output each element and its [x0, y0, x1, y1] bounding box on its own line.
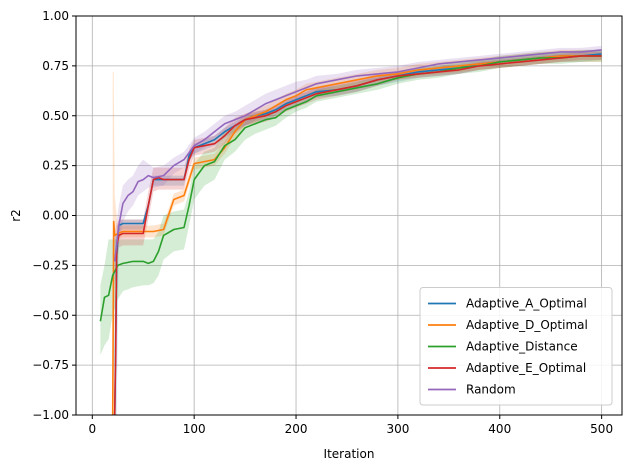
- series-line: [113, 49, 602, 262]
- y-tick-label: −0.25: [32, 258, 69, 272]
- x-tick-label: 300: [386, 422, 409, 436]
- y-axis: −1.00 −0.75 −0.50 −0.25 0.00 0.25 0.50 0.75 1.00: [32, 9, 76, 422]
- legend-label: Adaptive_A_Optimal: [466, 297, 587, 311]
- x-tick-label: 0: [88, 422, 96, 436]
- y-tick-label: 0.50: [42, 109, 69, 123]
- y-tick-label: −0.50: [32, 308, 69, 322]
- y-tick-label: 1.00: [42, 9, 69, 23]
- x-tick-label: 100: [183, 422, 206, 436]
- x-tick-label: 200: [285, 422, 308, 436]
- x-tick-label: 500: [590, 422, 613, 436]
- series-line: [113, 55, 602, 416]
- legend-label: Adaptive_D_Optimal: [466, 318, 588, 332]
- y-tick-label: −1.00: [32, 408, 69, 422]
- x-axis: 0 100 200 300 400 500: [88, 415, 613, 436]
- y-tick-label: −0.75: [32, 358, 69, 372]
- x-tick-label: 400: [488, 422, 511, 436]
- legend-label: Adaptive_Distance: [466, 340, 578, 354]
- legend-label: Random: [466, 383, 516, 397]
- y-tick-label: 0.25: [42, 159, 69, 173]
- legend-box: [419, 287, 613, 406]
- series-lines: [99, 49, 602, 416]
- series-line: [111, 55, 602, 416]
- legend-label: Adaptive_E_Optimal: [466, 361, 586, 375]
- legend: Adaptive_A_Optimal Adaptive_D_Optimal Adap…: [419, 287, 613, 406]
- y-tick-label: 0.75: [42, 59, 69, 73]
- x-axis-label: Iteration: [324, 447, 375, 461]
- y-axis-label: r2: [9, 209, 23, 222]
- series-line: [99, 55, 602, 322]
- y-tick-label: 0.00: [42, 209, 69, 223]
